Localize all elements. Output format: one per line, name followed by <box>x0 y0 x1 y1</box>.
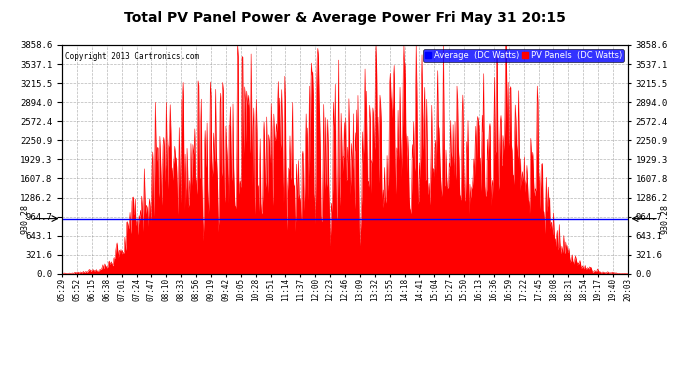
Legend: Average  (DC Watts), PV Panels  (DC Watts): Average (DC Watts), PV Panels (DC Watts) <box>423 49 624 62</box>
Text: 930.28: 930.28 <box>660 204 669 234</box>
Text: 930.28: 930.28 <box>21 204 30 234</box>
Text: Total PV Panel Power & Average Power Fri May 31 20:15: Total PV Panel Power & Average Power Fri… <box>124 11 566 25</box>
Text: Copyright 2013 Cartronics.com: Copyright 2013 Cartronics.com <box>65 52 199 61</box>
